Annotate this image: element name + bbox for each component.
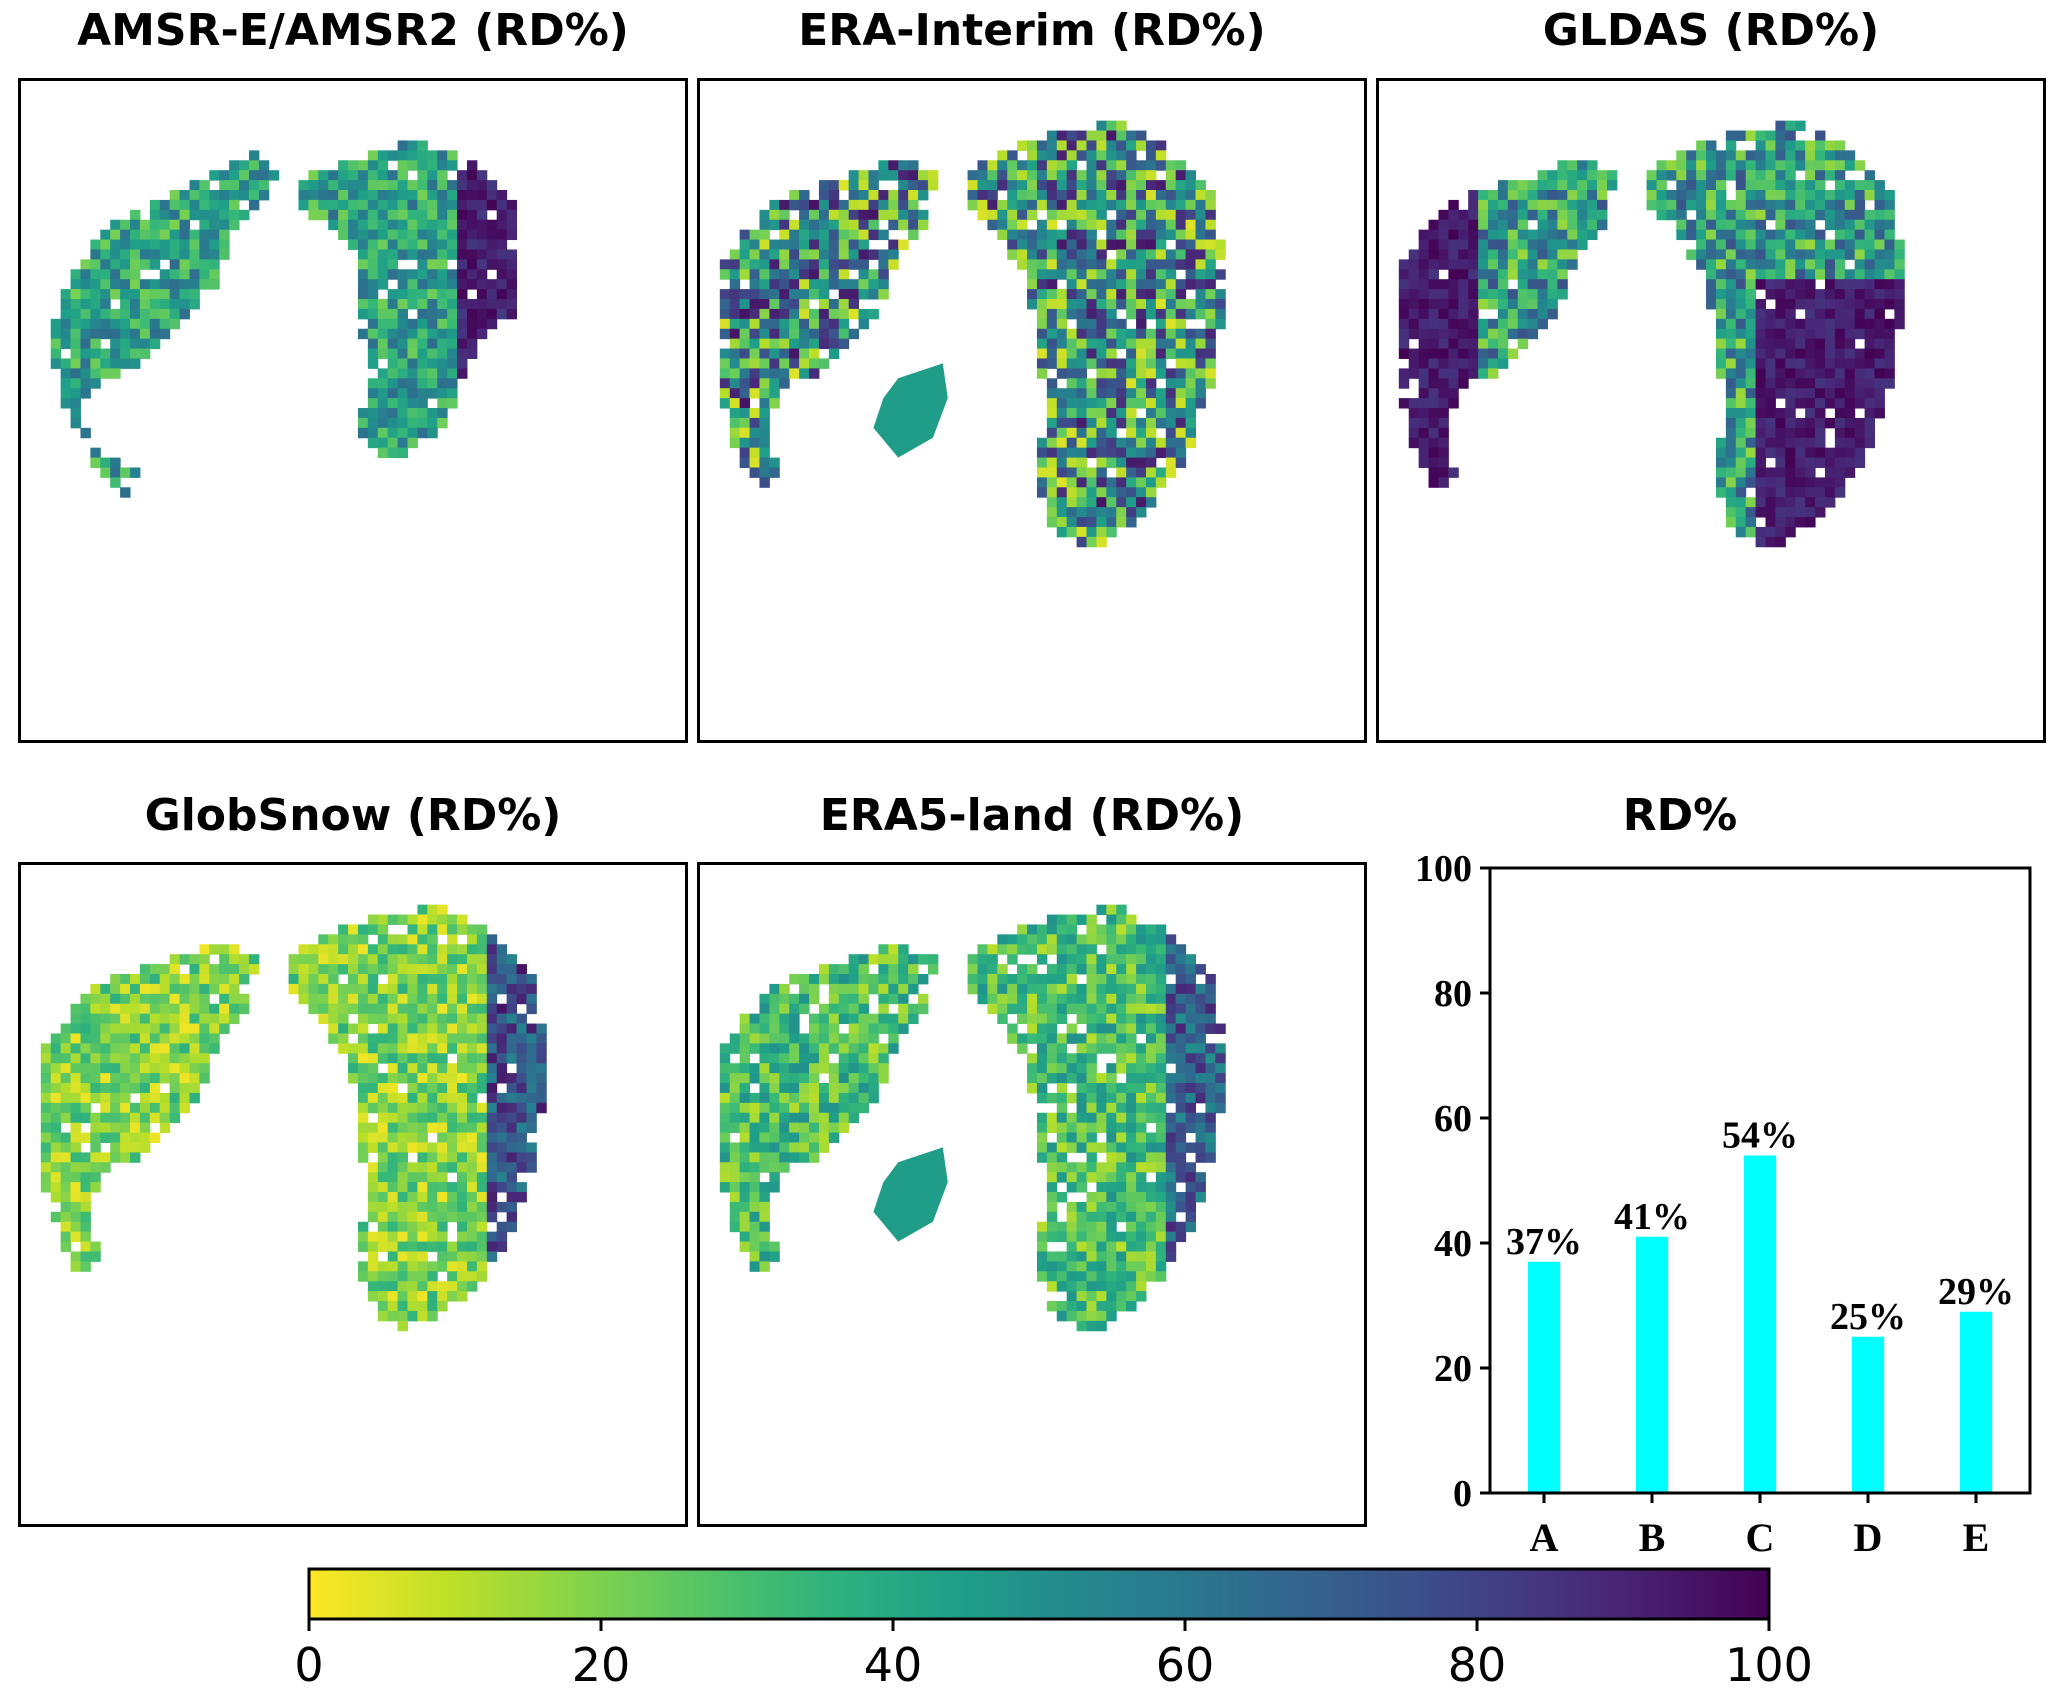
bar-chart: 37% A 41% B 54% C 25% D 29% E 0 20 40 60 80 100 bbox=[1415, 848, 2032, 1560]
bar-A bbox=[1527, 1261, 1561, 1493]
map-field bbox=[719, 904, 1226, 1332]
colorbar-tick-label: 80 bbox=[1448, 1638, 1507, 1692]
map-gldas-plot bbox=[1398, 120, 1905, 548]
colorbar-gradient bbox=[307, 1567, 1771, 1621]
map-globsnow bbox=[18, 862, 688, 1527]
greenland-region bbox=[873, 1147, 948, 1242]
bar-C bbox=[1743, 1155, 1777, 1493]
greenland-region bbox=[873, 363, 948, 458]
panel-title-globsnow: GlobSnow (RD%) bbox=[144, 790, 562, 841]
map-era5-land bbox=[697, 862, 1367, 1527]
y-tick-label: 20 bbox=[1434, 1348, 1472, 1390]
x-tick-label: A bbox=[1530, 1515, 1559, 1560]
y-tick-label: 40 bbox=[1434, 1223, 1472, 1265]
bar-value-label: 25% bbox=[1830, 1296, 1906, 1338]
map-field bbox=[719, 120, 1226, 548]
bar-E bbox=[1959, 1311, 1993, 1493]
x-tick-label: C bbox=[1746, 1515, 1775, 1560]
colorbar-tick-label: 60 bbox=[1156, 1638, 1215, 1692]
x-tick-label: B bbox=[1639, 1515, 1666, 1560]
map-field bbox=[1398, 120, 1905, 548]
colorbar-tick-label: 40 bbox=[864, 1638, 923, 1692]
map-amsr bbox=[18, 78, 688, 743]
colorbar-tick-label: 0 bbox=[294, 1638, 323, 1692]
bar-value-label: 29% bbox=[1938, 1271, 2014, 1313]
map-field bbox=[50, 140, 518, 498]
panel-title-era5-land: ERA5-land (RD%) bbox=[819, 790, 1245, 841]
bar-value-label: 41% bbox=[1614, 1196, 1690, 1238]
map-era5-land-plot bbox=[719, 904, 1226, 1332]
panel-title-amsr: AMSR-E/AMSR2 (RD%) bbox=[77, 5, 629, 56]
colorbar-tick-label: 20 bbox=[572, 1638, 631, 1692]
panel-title-gldas: GLDAS (RD%) bbox=[1542, 5, 1880, 56]
bar-D bbox=[1851, 1336, 1885, 1493]
bar-chart-title: RD% bbox=[1622, 790, 1738, 841]
bar-value-label: 37% bbox=[1506, 1221, 1582, 1263]
x-tick-label: D bbox=[1854, 1515, 1883, 1560]
map-era-interim-plot bbox=[719, 120, 1226, 548]
colorbar: 0 20 40 60 80 100 bbox=[294, 1567, 1810, 1692]
bar-axes-frame bbox=[1488, 866, 2032, 1495]
map-gldas bbox=[1376, 78, 2046, 743]
panel-title-era-interim: ERA-Interim (RD%) bbox=[798, 5, 1266, 56]
x-tick-label: E bbox=[1963, 1515, 1990, 1560]
y-tick-label: 0 bbox=[1453, 1473, 1472, 1515]
y-tick-label: 100 bbox=[1415, 848, 1472, 890]
bar-value-label: 54% bbox=[1722, 1115, 1798, 1157]
map-era-interim bbox=[697, 78, 1367, 743]
map-amsr-plot bbox=[50, 140, 518, 498]
y-tick-label: 80 bbox=[1434, 973, 1472, 1015]
colorbar-tick-label: 100 bbox=[1725, 1638, 1810, 1692]
bar-B bbox=[1635, 1236, 1669, 1493]
map-globsnow-plot bbox=[40, 904, 547, 1332]
y-tick-label: 60 bbox=[1434, 1098, 1472, 1140]
map-field bbox=[40, 904, 547, 1332]
